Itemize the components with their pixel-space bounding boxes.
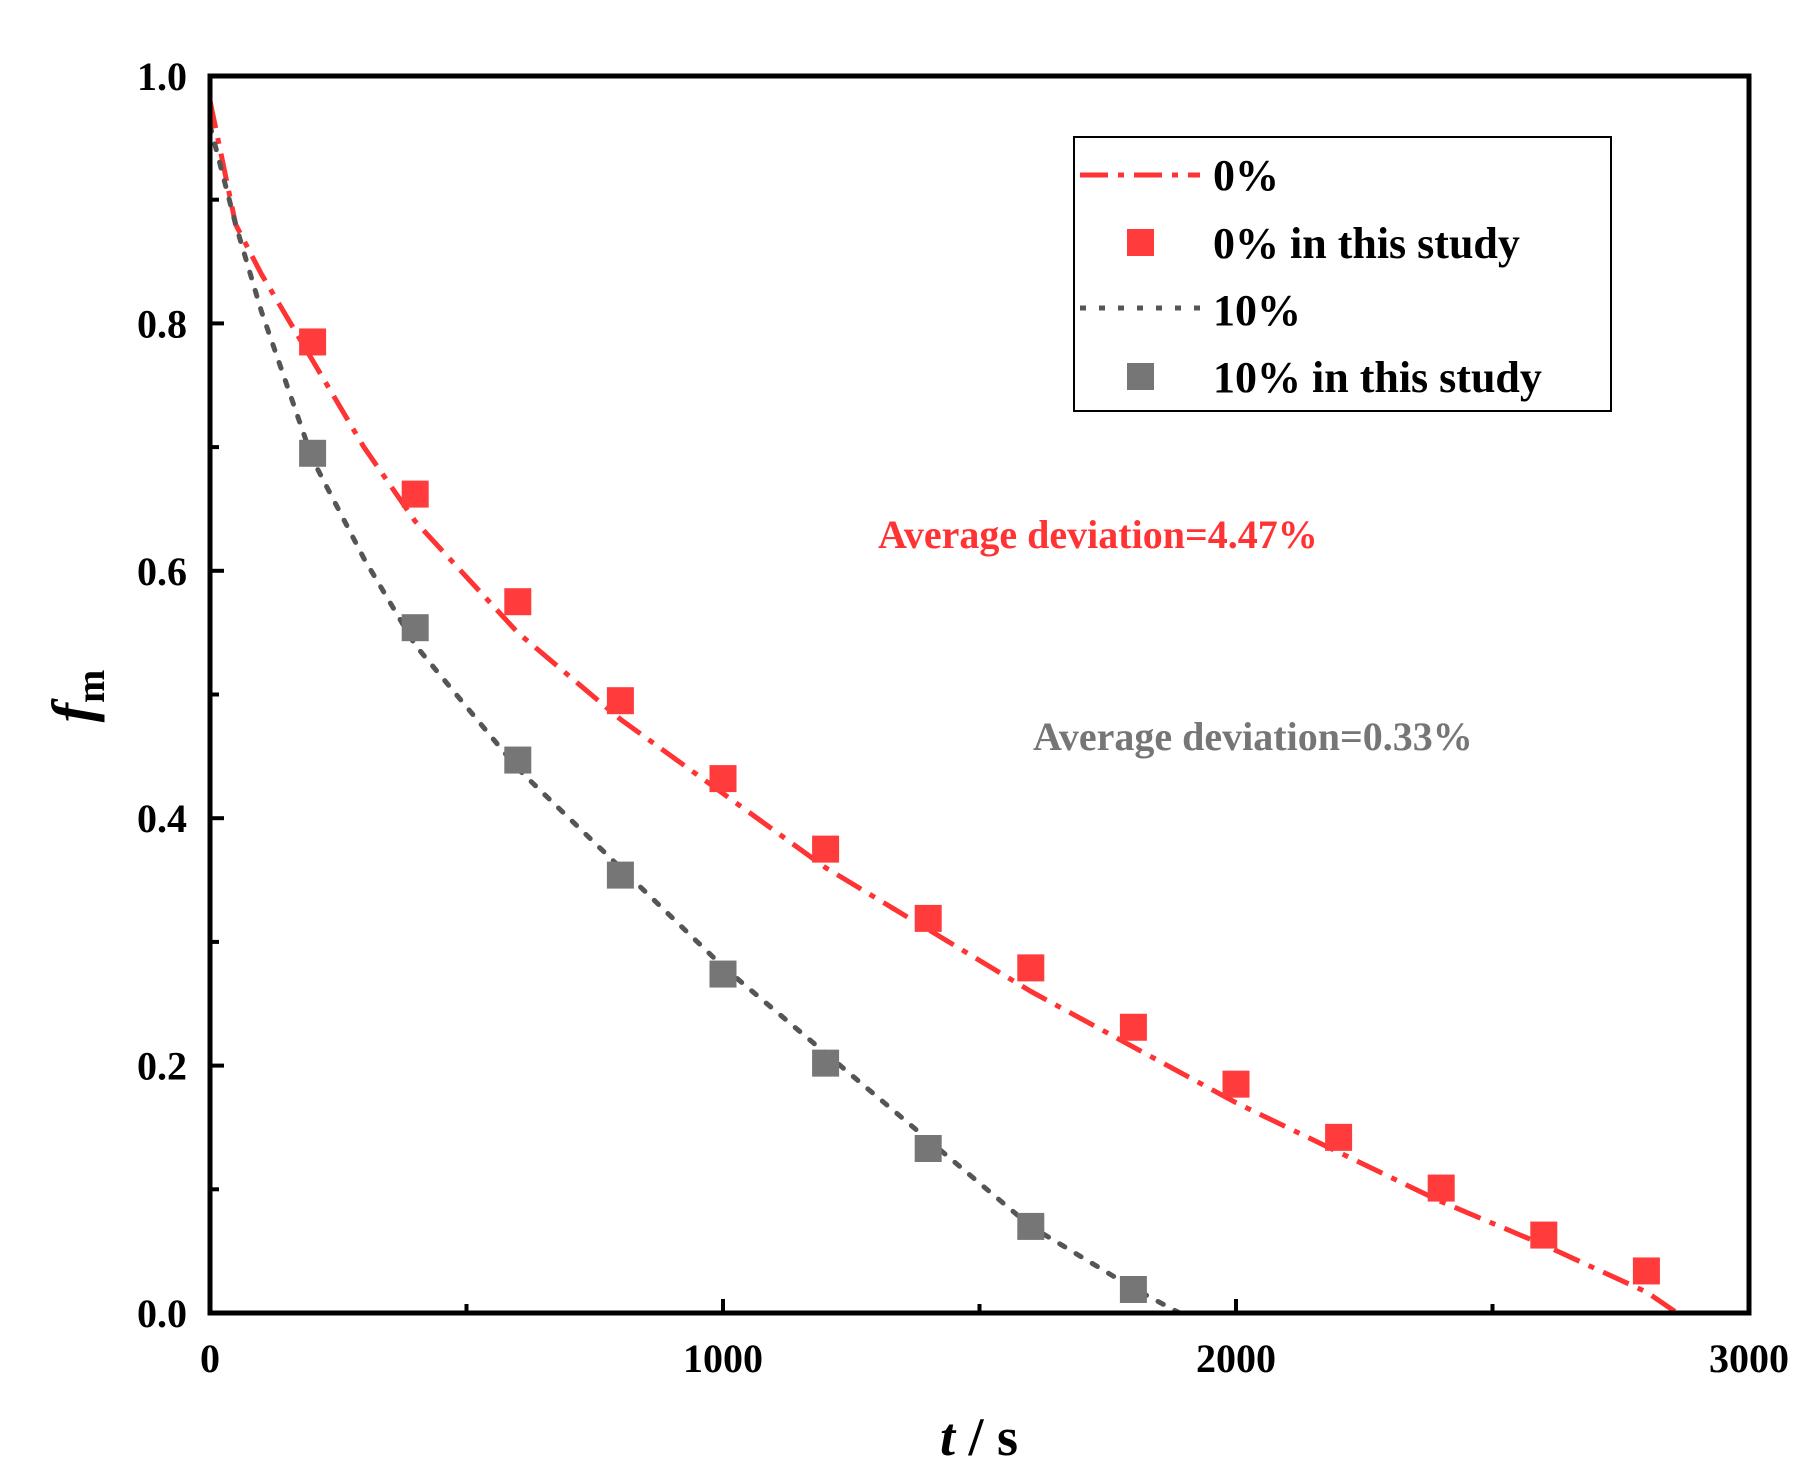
annotation-deviation-0: Average deviation=4.47% <box>878 512 1318 557</box>
y-tick-label-0.2: 0.2 <box>137 1044 187 1089</box>
point-10-in-this-study-200 <box>299 439 327 467</box>
point-10-in-this-study-400 <box>401 614 429 642</box>
x-tick-label-0: 0 <box>200 1336 220 1381</box>
x-tick-label-2000: 2000 <box>1196 1336 1276 1381</box>
x-tick-label-3000: 3000 <box>1709 1336 1789 1381</box>
point-0-in-this-study-1200 <box>812 835 840 863</box>
point-10-in-this-study-800 <box>606 861 634 889</box>
legend-box <box>1073 136 1612 412</box>
legend-swatch-10pct-study <box>1127 363 1154 390</box>
point-0-in-this-study-1600 <box>1017 954 1045 982</box>
point-0-in-this-study-2400 <box>1427 1174 1455 1202</box>
point-0-in-this-study-2600 <box>1530 1221 1558 1249</box>
y-tick-label-0.8: 0.8 <box>137 301 187 346</box>
point-0-in-this-study-200 <box>299 328 327 356</box>
point-0-in-this-study-1800 <box>1119 1013 1147 1041</box>
point-0-in-this-study-2000 <box>1222 1070 1250 1098</box>
series-line-0 <box>207 100 1679 1316</box>
y-axis-sub: m <box>68 670 113 703</box>
legend-label-0pct-line: 0% <box>1213 151 1279 200</box>
legend-label-10pct-study: 10% in this study <box>1213 353 1542 402</box>
y-tick-label-1.0: 1.0 <box>137 54 187 99</box>
point-0-in-this-study-2800 <box>1632 1257 1660 1285</box>
point-0-in-this-study-2200 <box>1325 1123 1353 1151</box>
legend: 0% 0% in this study 10% 10% in this stud… <box>1073 136 1612 412</box>
series-layer <box>207 100 1679 1316</box>
point-0-in-this-study-600 <box>504 588 532 616</box>
point-10-in-this-study-600 <box>504 746 532 774</box>
x-axis-unit: s <box>997 1407 1018 1467</box>
point-10-in-this-study-1800 <box>1119 1275 1147 1303</box>
y-tick-label-0.6: 0.6 <box>137 549 187 594</box>
annotation-deviation-10: Average deviation=0.33% <box>1033 714 1473 759</box>
x-axis-var: t <box>940 1407 957 1467</box>
point-10-in-this-study-1600 <box>1017 1212 1045 1240</box>
point-0-in-this-study-800 <box>606 687 634 715</box>
x-axis-sep: / <box>955 1407 997 1467</box>
point-0-in-this-study-1400 <box>914 904 942 932</box>
point-0-in-this-study-400 <box>401 480 429 508</box>
legend-label-0pct-study: 0% in this study <box>1213 219 1520 268</box>
legend-swatch-0pct-study <box>1127 229 1154 256</box>
series-line-10 <box>207 122 1183 1316</box>
ticks-layer: 0 1000 2000 3000 0.0 0.2 0.4 0.6 0.8 1.0 <box>137 54 1789 1381</box>
point-10-in-this-study-1000 <box>709 960 737 988</box>
y-tick-label-0.4: 0.4 <box>137 796 187 841</box>
legend-label-10pct-line: 10% <box>1213 286 1301 335</box>
point-10-in-this-study-1200 <box>812 1049 840 1077</box>
y-tick-label-0.0: 0.0 <box>137 1291 187 1336</box>
point-10-in-this-study-1400 <box>914 1134 942 1162</box>
point-0-in-this-study-1000 <box>709 765 737 793</box>
x-axis-title: t / s <box>940 1407 1018 1467</box>
x-tick-label-1000: 1000 <box>683 1336 763 1381</box>
